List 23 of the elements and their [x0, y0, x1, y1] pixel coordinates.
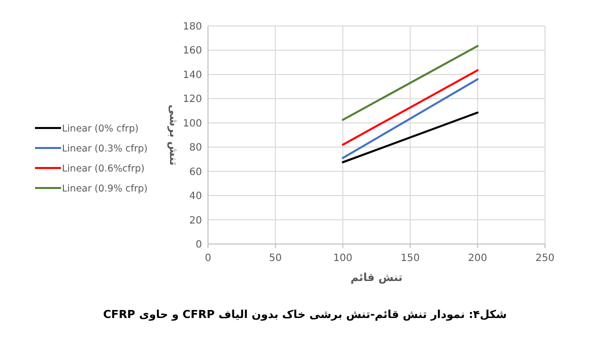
x-tick-label: 150	[400, 253, 420, 264]
text: شکل۴: نمودار تنش قائم-تنش برشی خاک بدون الیاف CFRP و حاوی CFRP	[103, 308, 507, 321]
y-tick-label: 180	[182, 22, 202, 32]
y-axis-title: تنش برشی	[167, 104, 180, 166]
x-axis-title: تنش قائم	[350, 271, 403, 284]
x-tick-label: 200	[468, 253, 488, 264]
y-tick-label: 0	[196, 240, 202, 250]
y-tick-label: 120	[182, 94, 202, 106]
x-tick-label: 250	[535, 253, 555, 264]
y-tick-label: 100	[182, 118, 202, 130]
x-tick-label: 100	[333, 253, 352, 264]
y-tick-label: 40	[189, 191, 202, 202]
y-tick-label: 60	[189, 166, 202, 178]
legend-label: Linear (0.6%cfrp)	[62, 164, 145, 174]
y-tick-label: 20	[189, 215, 202, 226]
x-tick-label: 0	[204, 253, 212, 264]
y-tick-label: 80	[189, 142, 202, 154]
legend-label: Linear (0.9% cfrp)	[62, 184, 148, 194]
x-tick-label: 50	[269, 253, 282, 264]
legend-label: Linear (0.3% cfrp)	[62, 144, 148, 154]
y-tick-label: 160	[182, 46, 202, 57]
y-tick-label: 140	[182, 70, 202, 81]
legend-label: Linear (0% cfrp)	[62, 124, 139, 134]
